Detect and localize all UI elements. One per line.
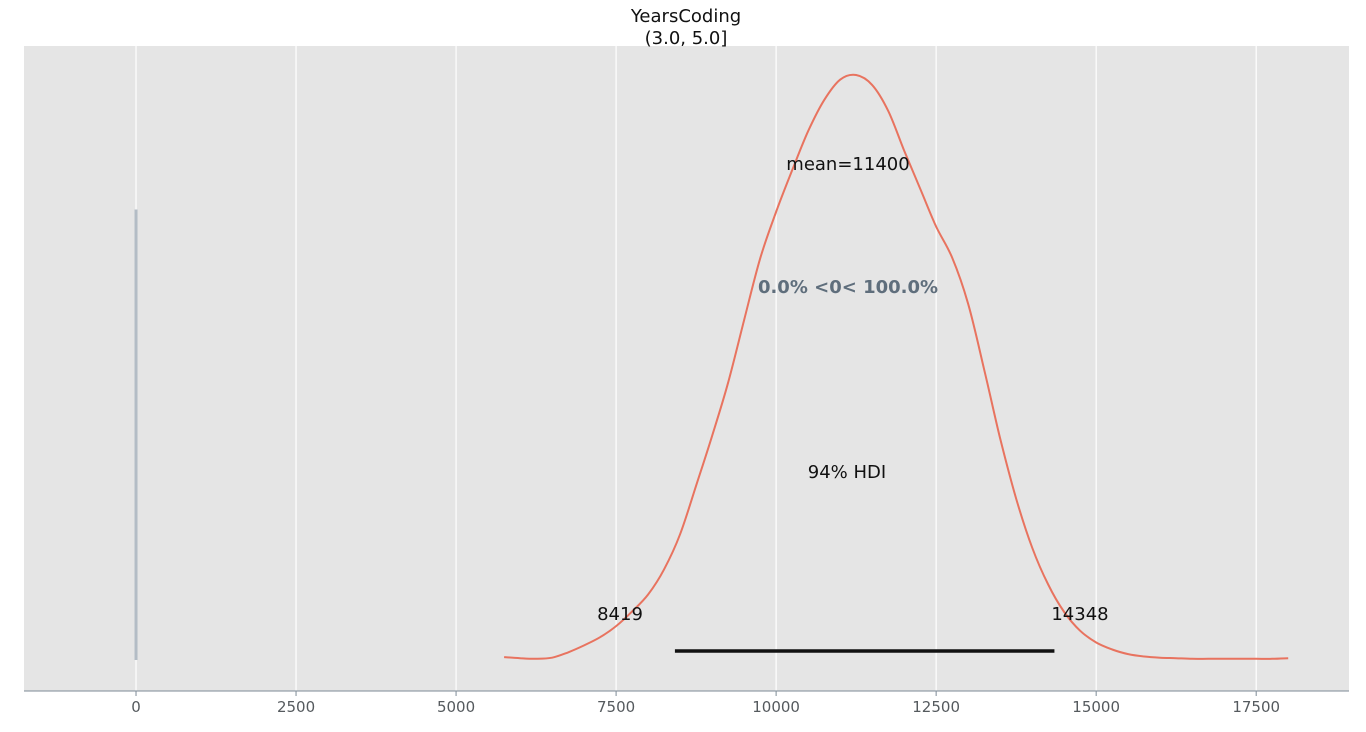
hdi-low-label: 8419 (597, 604, 643, 625)
hdi-high-label: 14348 (1051, 604, 1108, 625)
x-tick-label: 7500 (597, 698, 635, 716)
mean-label: mean=11400 (786, 154, 909, 175)
plot-background (24, 46, 1349, 691)
x-tick-label: 10000 (752, 698, 800, 716)
hdi-label: 94% HDI (808, 462, 886, 483)
density-curve (504, 73, 1289, 660)
x-tick-label: 5000 (437, 698, 475, 716)
x-tick-label: 2500 (277, 698, 315, 716)
x-ticks: 0 2500 5000 7500 10000 12500 15000 17500 (131, 691, 1280, 716)
chart-subtitle: (3.0, 5.0] (645, 28, 728, 49)
x-tick-label: 12500 (912, 698, 960, 716)
grid-lines (135, 46, 1257, 691)
x-tick-label: 15000 (1072, 698, 1120, 716)
chart-title: YearsCoding (630, 6, 741, 27)
x-tick-label: 0 (131, 698, 141, 716)
x-tick-label: 17500 (1232, 698, 1280, 716)
reference-probability-label: 0.0% <0< 100.0% (758, 277, 938, 298)
